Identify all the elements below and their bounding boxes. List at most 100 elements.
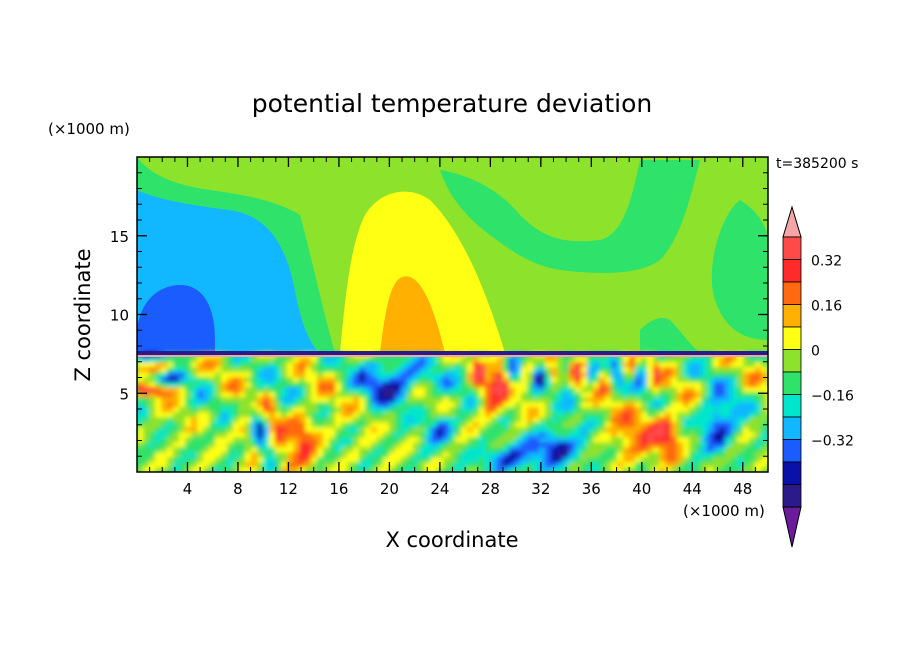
field-cell — [413, 447, 420, 454]
field-cell — [503, 447, 510, 454]
x-axis-label: X coordinate — [385, 528, 518, 552]
field-cell — [347, 382, 354, 389]
field-cell — [581, 407, 588, 414]
field-cell — [611, 452, 618, 459]
field-cell — [503, 407, 510, 414]
field-cell — [257, 432, 264, 439]
field-cell — [473, 442, 480, 449]
field-cell — [713, 452, 720, 459]
field-cell — [659, 402, 666, 409]
field-cell — [275, 357, 282, 364]
field-cell — [275, 362, 282, 369]
field-cell — [191, 412, 198, 419]
field-cell — [425, 392, 432, 399]
field-cell — [293, 427, 300, 434]
field-cell — [725, 422, 732, 429]
field-cell — [629, 432, 636, 439]
field-cell — [185, 362, 192, 369]
field-cell — [647, 407, 654, 414]
field-cell — [407, 437, 414, 444]
field-cell — [143, 372, 150, 379]
field-cell — [389, 467, 396, 472]
field-cell — [659, 382, 666, 389]
field-cell — [695, 382, 702, 389]
field-cell — [737, 437, 744, 444]
field-cell — [749, 447, 756, 454]
field-cell — [407, 417, 414, 424]
field-cell — [671, 372, 678, 379]
field-cell — [611, 427, 618, 434]
field-cell — [707, 437, 714, 444]
field-cell — [659, 452, 666, 459]
field-cell — [443, 402, 450, 409]
field-cell — [689, 387, 696, 394]
field-cell — [689, 437, 696, 444]
field-cell — [185, 382, 192, 389]
field-cell — [221, 457, 228, 464]
field-cell — [587, 382, 594, 389]
field-cell — [245, 432, 252, 439]
field-cell — [557, 382, 564, 389]
field-cell — [353, 427, 360, 434]
field-cell — [725, 447, 732, 454]
field-cell — [227, 372, 234, 379]
field-cell — [533, 407, 540, 414]
field-cell — [287, 382, 294, 389]
field-cell — [377, 362, 384, 369]
field-cell — [413, 427, 420, 434]
field-cell — [449, 382, 456, 389]
field-cell — [653, 462, 660, 469]
colorbar-segment — [782, 461, 802, 485]
field-cell — [635, 367, 642, 374]
field-cell — [503, 437, 510, 444]
field-cell — [527, 432, 534, 439]
field-cell — [761, 462, 768, 469]
field-cell — [383, 422, 390, 429]
upper-right-green — [640, 318, 700, 353]
field-cell — [587, 407, 594, 414]
field-cell — [497, 447, 504, 454]
field-cell — [275, 452, 282, 459]
field-cell — [335, 382, 342, 389]
field-cell — [209, 407, 216, 414]
field-cell — [701, 407, 708, 414]
field-cell — [431, 367, 438, 374]
field-cell — [431, 422, 438, 429]
field-cell — [611, 422, 618, 429]
field-cell — [761, 392, 768, 399]
field-cell — [593, 432, 600, 439]
field-cell — [143, 427, 150, 434]
field-cell — [653, 387, 660, 394]
field-cell — [233, 452, 240, 459]
field-cell — [497, 387, 504, 394]
field-cell — [743, 437, 750, 444]
field-cell — [539, 392, 546, 399]
field-cell — [575, 422, 582, 429]
field-cell — [611, 372, 618, 379]
field-cell — [221, 462, 228, 469]
field-cell — [257, 357, 264, 364]
field-cell — [251, 392, 258, 399]
field-cell — [701, 377, 708, 384]
field-cell — [161, 387, 168, 394]
field-cell — [161, 377, 168, 384]
field-cell — [203, 417, 210, 424]
field-cell — [233, 362, 240, 369]
field-cell — [263, 357, 270, 364]
field-cell — [725, 417, 732, 424]
field-cell — [215, 382, 222, 389]
field-cell — [263, 372, 270, 379]
field-cell — [353, 362, 360, 369]
field-cell — [185, 407, 192, 414]
field-cell — [293, 402, 300, 409]
field-cell — [143, 377, 150, 384]
field-cell — [227, 432, 234, 439]
field-cell — [329, 367, 336, 374]
field-cell — [545, 397, 552, 404]
field-cell — [599, 367, 606, 374]
field-cell — [401, 357, 408, 364]
field-cell — [581, 452, 588, 459]
field-cell — [431, 447, 438, 454]
field-cell — [215, 417, 222, 424]
field-cell — [605, 417, 612, 424]
